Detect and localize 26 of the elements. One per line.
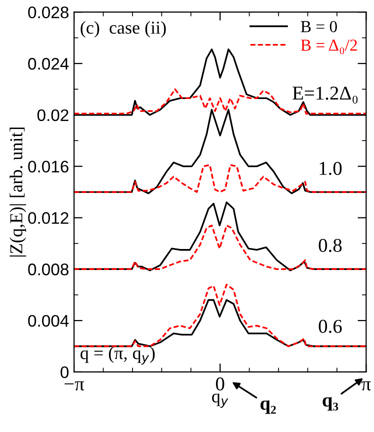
x-tick-label: π bbox=[362, 381, 371, 390]
annotation: (c) case (ii) bbox=[80, 21, 166, 38]
y-tick-label: 0.008 bbox=[28, 264, 68, 276]
line-series bbox=[74, 284, 366, 348]
line-series bbox=[74, 224, 366, 270]
x-tick-label: 0 bbox=[216, 377, 224, 390]
legend-label: B = 0 bbox=[300, 21, 337, 32]
y-tick-label: 0.024 bbox=[28, 58, 69, 70]
text: q₂ bbox=[260, 400, 276, 414]
y-tick-label: 0.02 bbox=[37, 109, 68, 122]
x-tick-label: −π bbox=[64, 381, 84, 390]
annotation: 0.8 bbox=[318, 238, 342, 252]
annotation: 0.6 bbox=[318, 320, 342, 333]
legend-label: B = Δ₀/2 bbox=[300, 40, 357, 54]
y-axis-title: |Z(q,E)| [arb. unit] bbox=[10, 128, 26, 256]
annotation: 1.0 bbox=[320, 162, 342, 176]
y-tick-label: 0.012 bbox=[28, 212, 68, 224]
y-tick-label: 0.016 bbox=[28, 160, 68, 173]
y-tick-label: 0 bbox=[60, 366, 69, 378]
annotation: q = (π, q$_{y}$) bbox=[80, 346, 155, 365]
x-axis-title: q$_{y}$ bbox=[212, 394, 228, 408]
y-tick-label: 0.028 bbox=[28, 6, 68, 18]
annotation: E=1.2Δ₀ bbox=[292, 86, 358, 104]
y-tick-label: 0.004 bbox=[28, 314, 69, 327]
text: q₃ bbox=[322, 397, 338, 411]
line-series bbox=[74, 88, 366, 114]
